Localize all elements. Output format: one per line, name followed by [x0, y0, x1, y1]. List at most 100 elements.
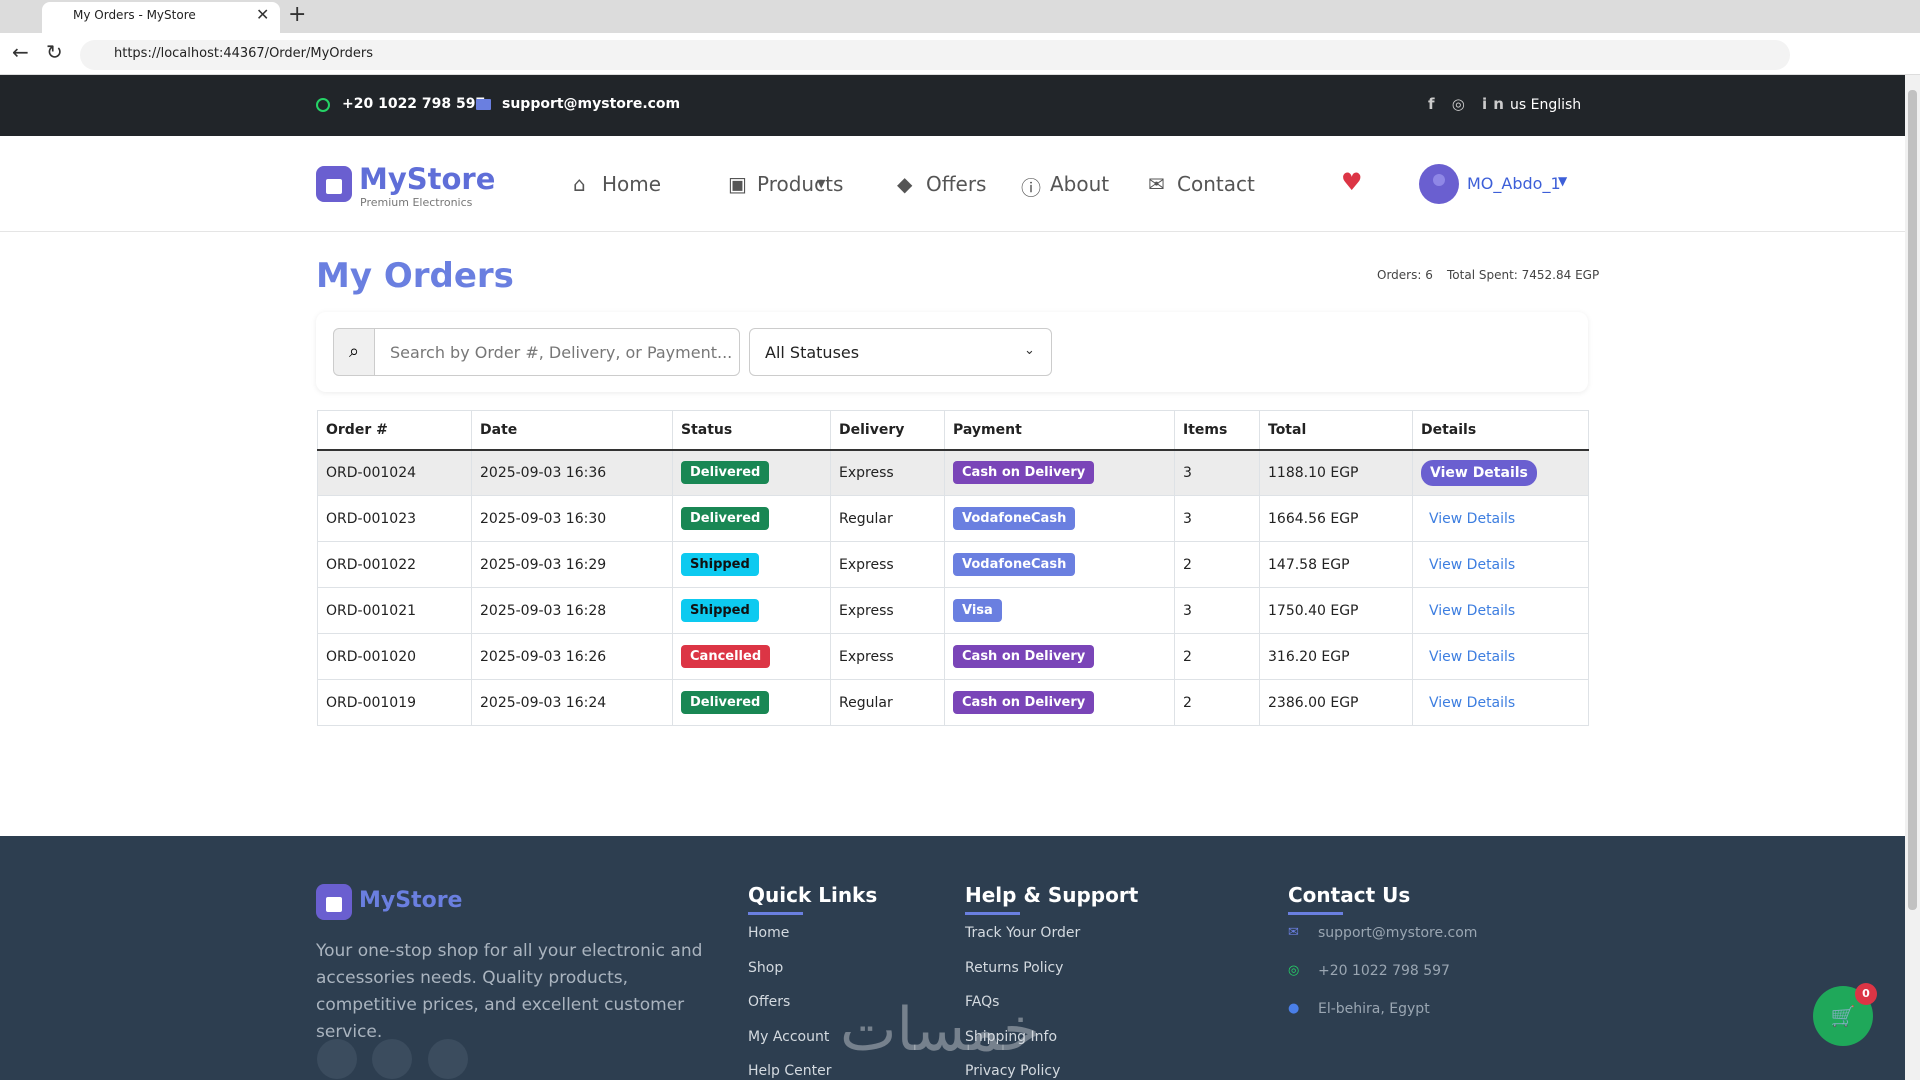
footer-link[interactable]: Shipping Info	[965, 1028, 1058, 1045]
search-icon[interactable]: ⌕	[333, 328, 375, 376]
tab-title: My Orders - MyStore	[73, 8, 196, 22]
status-cell: Shipped	[672, 587, 831, 634]
watermark: خمسات	[840, 995, 1041, 1065]
orders-count: Orders: 6	[1377, 268, 1433, 282]
select-chevron: ⌄	[1024, 343, 1035, 358]
nav-link[interactable]: About	[1050, 172, 1110, 196]
user-name[interactable]: MO_Abdo_1	[1467, 174, 1561, 193]
total: 2386.00 EGP	[1259, 679, 1413, 726]
tab-close[interactable]: ✕	[256, 5, 270, 24]
footer-link[interactable]: FAQs	[965, 994, 1000, 1010]
column-header: Date	[471, 410, 673, 451]
payment-cell: VodafoneCash	[944, 495, 1175, 542]
delivery: Regular	[830, 495, 945, 542]
mail-icon	[476, 99, 491, 110]
nav-icon: ▣	[728, 172, 747, 196]
status-cell: Delivered	[672, 449, 831, 496]
footer-link[interactable]: Privacy Policy	[965, 1063, 1061, 1079]
details-cell: View Details	[1412, 449, 1589, 496]
order-date: 2025-09-03 16:26	[471, 633, 673, 680]
delivery: Express	[830, 449, 945, 496]
brand[interactable]: MyStore	[359, 162, 496, 196]
order-number: ORD-001020	[317, 633, 472, 680]
social-icons[interactable]: f ◎ in	[1428, 95, 1510, 113]
view-details[interactable]: View Details	[1429, 648, 1516, 665]
contact-icon: ◎	[1288, 963, 1300, 978]
view-details[interactable]: View Details	[1429, 556, 1516, 573]
total: 147.58 EGP	[1259, 541, 1413, 588]
order-number: ORD-001019	[317, 679, 472, 726]
footer-link[interactable]: El-behira, Egypt	[1318, 1001, 1430, 1017]
column-header: Payment	[944, 410, 1175, 451]
url: https://localhost:44367/Order/MyOrders	[114, 46, 374, 61]
back-button[interactable]: ←	[12, 40, 29, 64]
order-number: ORD-001022	[317, 541, 472, 588]
footer-logo	[316, 884, 352, 920]
footer-link[interactable]: +20 1022 798 597	[1318, 963, 1450, 979]
brand-tagline: Premium Electronics	[360, 196, 473, 209]
details-cell: View Details	[1412, 679, 1589, 726]
items: 2	[1174, 633, 1260, 680]
view-details[interactable]: View Details	[1429, 510, 1516, 527]
tab[interactable]	[42, 2, 280, 33]
column-header: Order #	[317, 410, 472, 451]
contact-icon: ✉	[1288, 925, 1299, 940]
top-bar	[0, 75, 1905, 136]
user-caret[interactable]: ▼	[1558, 174, 1568, 188]
column-header: Delivery	[830, 410, 945, 451]
order-row: ORD-001023 2025-09-03 16:30 Delivered Regul…	[317, 495, 1589, 542]
details-cell: View Details	[1412, 587, 1589, 634]
nav-link[interactable]: Home	[602, 172, 662, 196]
delivery: Express	[830, 587, 945, 634]
nav-link[interactable]: Offers	[926, 172, 987, 196]
wishlist-heart[interactable]: ♥	[1341, 168, 1363, 196]
nav-icon: ⌂	[573, 172, 586, 196]
nav-link[interactable]: Contact	[1177, 172, 1255, 196]
heading-underline	[748, 912, 803, 915]
footer-link[interactable]: Shop	[748, 959, 784, 976]
footer	[0, 836, 1905, 1080]
view-details[interactable]: View Details	[1429, 602, 1516, 619]
delivery: Regular	[830, 679, 945, 726]
footer-social[interactable]	[316, 1039, 476, 1080]
footer-link[interactable]: Home	[748, 925, 790, 941]
heading-underline	[965, 912, 1020, 915]
tab-bar	[0, 0, 1920, 33]
footer-link[interactable]: My Account	[748, 1028, 830, 1045]
view-details[interactable]: View Details	[1421, 459, 1537, 486]
order-number: ORD-001021	[317, 587, 472, 634]
view-details[interactable]: View Details	[1429, 694, 1516, 711]
order-row: ORD-001020 2025-09-03 16:26 Cancelled Expre…	[317, 633, 1589, 680]
cart-count: 0	[1855, 983, 1877, 1005]
order-date: 2025-09-03 16:30	[471, 495, 673, 542]
footer-link[interactable]: Offers	[748, 994, 791, 1010]
footer-link[interactable]: Track Your Order	[965, 925, 1081, 941]
reload-button[interactable]: ↻	[46, 40, 63, 64]
footer-link[interactable]: Help Center	[748, 1063, 832, 1079]
footer-link[interactable]: support@mystore.com	[1318, 925, 1478, 941]
order-date: 2025-09-03 16:29	[471, 541, 673, 588]
details-cell: View Details	[1412, 633, 1589, 680]
contact-icon: ●	[1288, 1001, 1300, 1016]
status-badge: Delivered	[681, 461, 770, 485]
total: 316.20 EGP	[1259, 633, 1413, 680]
phone-icon	[316, 98, 330, 112]
nav-link[interactable]: Products	[757, 172, 844, 196]
scroll-thumb[interactable]	[1908, 90, 1917, 910]
footer-link[interactable]: Returns Policy	[965, 959, 1064, 976]
avatar[interactable]	[1419, 164, 1459, 204]
items: 2	[1174, 679, 1260, 726]
language[interactable]: us English	[1510, 97, 1582, 113]
status-select[interactable]: All Statuses	[749, 328, 1052, 376]
payment-badge: VodafoneCash	[953, 507, 1076, 530]
payment-badge: Cash on Delivery	[953, 645, 1095, 668]
search-input[interactable]: Search by Order #, Delivery, or Payment.…	[374, 328, 740, 376]
url-box[interactable]	[80, 40, 1790, 70]
items: 3	[1174, 495, 1260, 542]
status-badge: Delivered	[681, 691, 770, 714]
total: 1750.40 EGP	[1259, 587, 1413, 634]
column-header: Total	[1259, 410, 1413, 451]
new-tab[interactable]: +	[288, 2, 307, 27]
status-badge: Cancelled	[681, 645, 771, 668]
